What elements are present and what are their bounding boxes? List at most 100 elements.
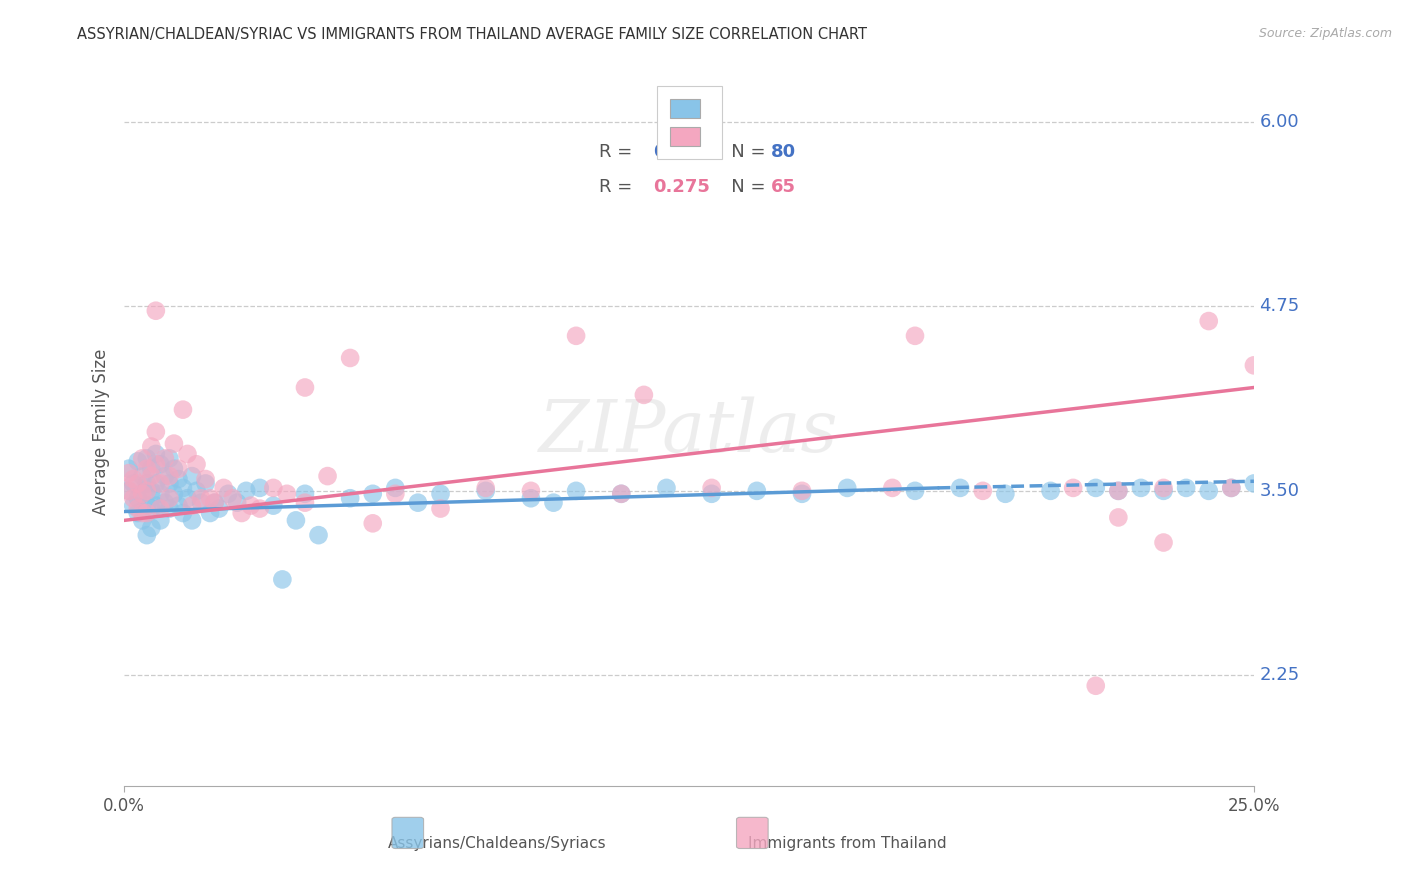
Point	[474, 481, 496, 495]
Point	[226, 496, 249, 510]
Point	[149, 457, 172, 471]
Point	[972, 483, 994, 498]
FancyBboxPatch shape	[392, 817, 423, 848]
Point	[543, 496, 565, 510]
Point	[294, 380, 316, 394]
Point	[118, 466, 141, 480]
Point	[163, 436, 186, 450]
Point	[790, 487, 813, 501]
Point	[141, 521, 163, 535]
Point	[208, 501, 231, 516]
Point	[204, 496, 226, 510]
Point	[157, 491, 180, 506]
Point	[384, 487, 406, 501]
Point	[249, 481, 271, 495]
Legend: , : ,	[657, 86, 721, 160]
Text: ASSYRIAN/CHALDEAN/SYRIAC VS IMMIGRANTS FROM THAILAND AVERAGE FAMILY SIZE CORRELA: ASSYRIAN/CHALDEAN/SYRIAC VS IMMIGRANTS F…	[77, 27, 868, 42]
Point	[131, 487, 153, 501]
Point	[520, 491, 543, 506]
Text: R =: R =	[599, 143, 638, 161]
Point	[172, 481, 194, 495]
Text: 80: 80	[770, 143, 796, 161]
Point	[239, 499, 262, 513]
Point	[127, 506, 149, 520]
Point	[1153, 481, 1175, 495]
Point	[181, 513, 204, 527]
Text: R =: R =	[599, 178, 638, 196]
Point	[149, 513, 172, 527]
Point	[141, 483, 163, 498]
Point	[994, 487, 1017, 501]
Point	[1220, 481, 1243, 495]
Point	[131, 487, 153, 501]
Point	[145, 457, 167, 471]
Point	[149, 501, 172, 516]
Point	[565, 483, 588, 498]
Point	[157, 451, 180, 466]
Point	[1084, 481, 1107, 495]
Point	[429, 487, 451, 501]
Point	[212, 481, 235, 495]
Point	[176, 447, 198, 461]
Text: Source: ZipAtlas.com: Source: ZipAtlas.com	[1258, 27, 1392, 40]
Point	[610, 487, 633, 501]
Point	[153, 496, 176, 510]
Point	[1153, 535, 1175, 549]
Point	[163, 461, 186, 475]
Point	[127, 501, 149, 516]
Text: 2.25: 2.25	[1260, 666, 1299, 684]
Point	[1039, 483, 1062, 498]
Text: 3.50: 3.50	[1260, 482, 1299, 500]
Point	[145, 499, 167, 513]
Point	[262, 499, 284, 513]
Text: 65: 65	[770, 178, 796, 196]
Point	[271, 573, 294, 587]
Point	[172, 402, 194, 417]
Point	[1243, 359, 1265, 373]
Point	[181, 469, 204, 483]
Point	[190, 496, 212, 510]
Point	[1198, 314, 1220, 328]
Point	[1107, 510, 1129, 524]
Point	[235, 483, 257, 498]
Point	[474, 483, 496, 498]
Point	[882, 481, 904, 495]
Text: 0.275: 0.275	[652, 178, 710, 196]
Text: N =: N =	[714, 143, 770, 161]
Point	[1198, 483, 1220, 498]
Point	[141, 461, 163, 475]
Y-axis label: Average Family Size: Average Family Size	[93, 349, 110, 515]
Point	[145, 425, 167, 439]
Point	[181, 499, 204, 513]
Point	[141, 501, 163, 516]
Point	[145, 447, 167, 461]
Point	[1084, 679, 1107, 693]
Point	[186, 457, 208, 471]
Point	[163, 487, 186, 501]
Point	[145, 476, 167, 491]
Point	[294, 496, 316, 510]
Point	[135, 476, 157, 491]
Point	[276, 487, 298, 501]
Point	[167, 472, 190, 486]
Point	[429, 501, 451, 516]
Point	[122, 499, 145, 513]
Point	[700, 487, 723, 501]
Point	[194, 476, 217, 491]
Point	[837, 481, 859, 495]
Point	[157, 501, 180, 516]
Point	[153, 469, 176, 483]
Point	[339, 491, 361, 506]
Point	[655, 481, 678, 495]
Point	[149, 476, 172, 491]
Point	[149, 487, 172, 501]
Point	[198, 491, 221, 506]
Point	[157, 469, 180, 483]
Point	[384, 481, 406, 495]
Point	[198, 506, 221, 520]
Point	[127, 491, 149, 506]
Point	[339, 351, 361, 365]
Point	[176, 491, 198, 506]
Point	[135, 483, 157, 498]
Point	[249, 501, 271, 516]
